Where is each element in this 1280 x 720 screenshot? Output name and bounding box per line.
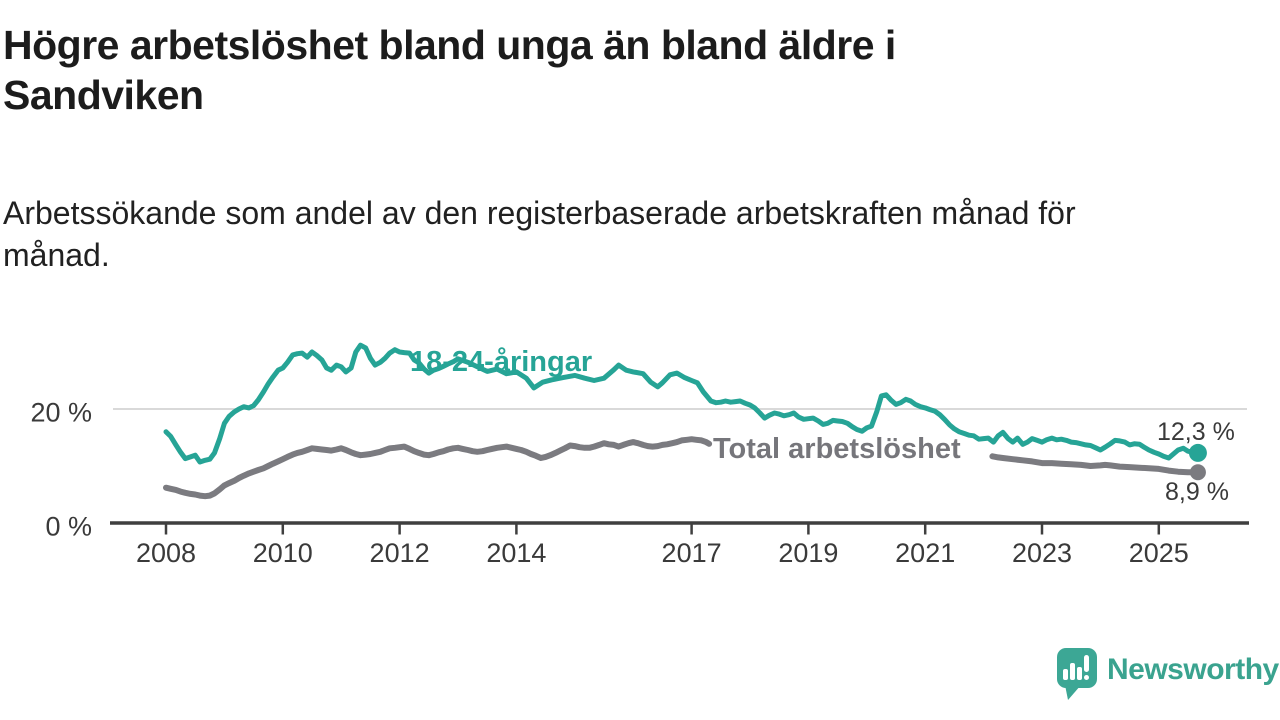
- newsworthy-logo-text: Newsworthy: [1107, 653, 1279, 686]
- series-end-dot-0: [1188, 443, 1207, 462]
- x-axis-label-2021: 2021: [895, 538, 955, 568]
- x-axis-label-2012: 2012: [370, 538, 430, 568]
- y-axis-label: 20 %: [30, 398, 92, 428]
- series-line-1: [989, 453, 1201, 476]
- x-axis-label-2014: 2014: [486, 538, 546, 568]
- subtitle-line-2: månad.: [3, 237, 110, 273]
- x-axis-label-2023: 2023: [1012, 538, 1072, 568]
- subtitle-line-1: Arbetssökande som andel av den registerb…: [3, 195, 1076, 231]
- series-label-total: Total arbetslöshet: [713, 433, 961, 465]
- x-axis-label-2017: 2017: [662, 538, 722, 568]
- title-line-1: Högre arbetslöshet bland unga än bland ä…: [3, 22, 896, 68]
- chart-subtitle: Arbetssökande som andel av den registerb…: [3, 192, 1076, 276]
- newsworthy-logo-icon: [1057, 648, 1097, 700]
- y-axis-label: 0 %: [45, 512, 92, 542]
- x-axis-label-2019: 2019: [778, 538, 838, 568]
- series-line-0: [163, 342, 1201, 465]
- x-axis-label-2008: 2008: [136, 538, 196, 568]
- title-line-2: Sandviken: [3, 72, 204, 118]
- page-title: Högre arbetslöshet bland unga än bland ä…: [3, 20, 896, 120]
- series-end-dot-1: [1189, 464, 1206, 481]
- end-value-label-total: 8,9 %: [1165, 478, 1229, 506]
- series-label-18-24: 18-24-åringar: [410, 346, 593, 378]
- x-axis-label-2010: 2010: [253, 538, 313, 568]
- series-line-1: [163, 436, 713, 500]
- newsworthy-logo: Newsworthy: [1056, 645, 1279, 702]
- end-value-label-18-24: 12,3 %: [1157, 418, 1235, 446]
- x-axis-label-2025: 2025: [1129, 538, 1189, 568]
